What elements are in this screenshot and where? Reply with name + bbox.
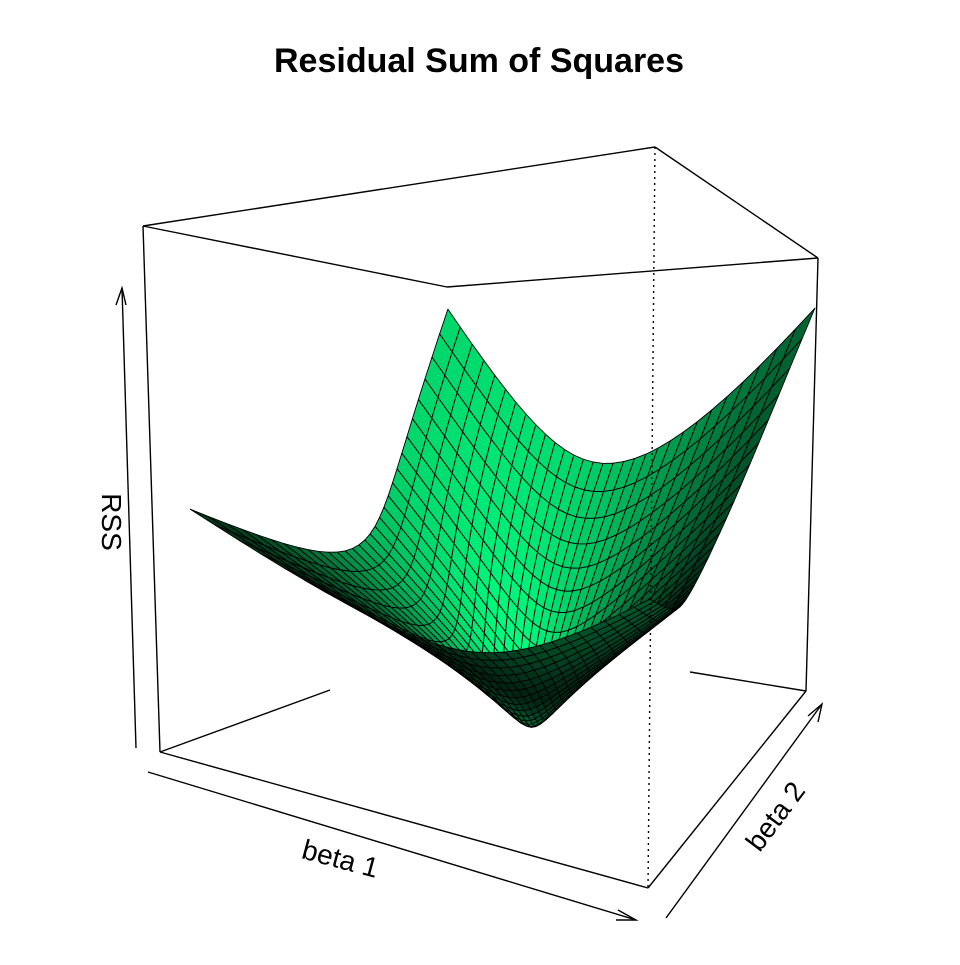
z-axis-label: RSS [96,493,127,551]
axis-arrow-z [115,285,137,749]
axis-arrow-y [665,702,824,919]
box-edge-back-right [805,257,819,692]
chart-title: Residual Sum of Squares [274,42,684,80]
box-edge-top-front [446,257,819,288]
box-back-edges [142,146,819,753]
surface-facet [207,515,250,540]
surface-facet [782,307,816,360]
x-axis-label: beta 1 [299,834,382,884]
surface-facet [189,508,234,534]
box-edge-front-bottom [159,751,649,889]
surface-facet [633,598,655,611]
axis-arrow-x [147,771,639,921]
y-axis-label: beta 2 [740,776,812,857]
box-edge-back-top [142,146,656,227]
box-edge-right-bottom [647,690,807,889]
rss-surface [189,307,816,728]
box-edge-right-top [654,146,819,259]
box-edge-floor-right [689,671,807,692]
box-edge-floor-left [159,689,331,753]
box-edge-back-left [142,225,161,753]
box-edge-top-left [142,225,448,288]
